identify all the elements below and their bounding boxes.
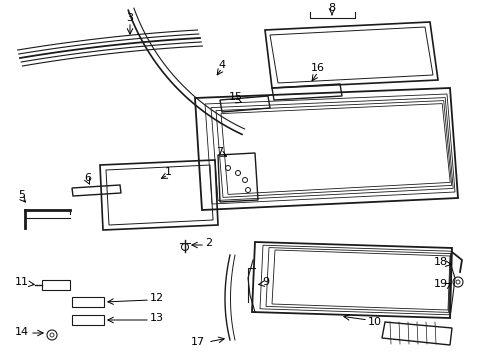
Text: 12: 12 — [150, 293, 164, 303]
Text: 17: 17 — [191, 337, 205, 347]
Text: 16: 16 — [311, 63, 325, 73]
Text: 8: 8 — [328, 3, 336, 13]
Text: 1: 1 — [165, 167, 172, 177]
Bar — [72, 315, 104, 325]
Bar — [42, 280, 70, 290]
Text: 6: 6 — [84, 173, 92, 183]
Text: 7: 7 — [217, 147, 223, 157]
Text: 11: 11 — [15, 277, 29, 287]
Text: 13: 13 — [150, 313, 164, 323]
Text: 10: 10 — [368, 317, 382, 327]
Text: 9: 9 — [262, 277, 269, 287]
Text: 4: 4 — [219, 60, 225, 70]
Text: 19: 19 — [434, 279, 448, 289]
Bar — [72, 297, 104, 307]
Text: 3: 3 — [126, 13, 133, 23]
Text: 18: 18 — [434, 257, 448, 267]
Text: 5: 5 — [19, 190, 25, 200]
Text: 2: 2 — [205, 238, 212, 248]
Text: 14: 14 — [15, 327, 29, 337]
Text: 15: 15 — [229, 92, 243, 102]
